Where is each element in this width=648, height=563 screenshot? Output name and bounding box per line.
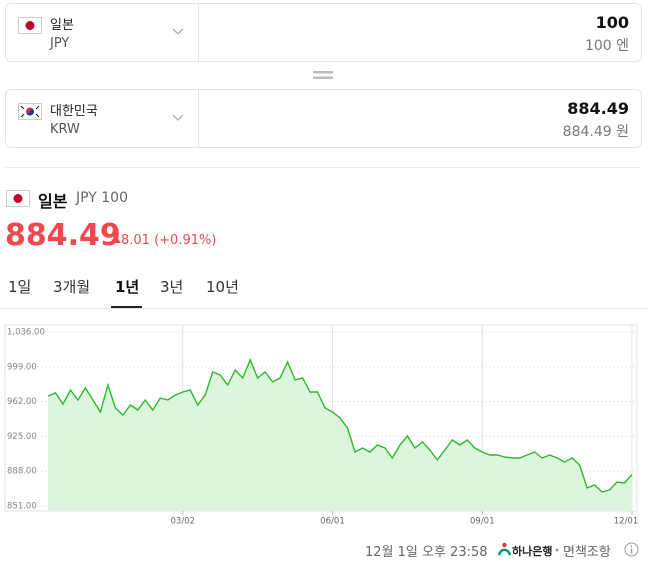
area [48, 360, 632, 511]
divider [5, 167, 640, 168]
jp-flag [6, 190, 30, 207]
equals-icon [313, 71, 333, 79]
up-arrow [113, 237, 121, 243]
x-tick-label: 12/01 [614, 517, 639, 527]
to-currency-box[interactable]: 대한민국 KRW 884.49 884.49 원 [5, 89, 642, 148]
kr-flag [18, 103, 42, 120]
info-icon[interactable] [624, 542, 639, 557]
line [47, 358, 633, 493]
from-amount[interactable]: 100 [595, 13, 629, 32]
y-tick-label: 925.00 [7, 432, 37, 442]
range-tab[interactable]: 3개월 [53, 278, 91, 296]
y-tick-label: 888.00 [7, 467, 37, 477]
y-tick-label: 962.00 [7, 397, 37, 407]
from-currency-box[interactable]: 일본 JPY 100 100 엔 [5, 3, 642, 62]
update-time: 12월 1일 오후 23:58 [365, 545, 488, 560]
range-tab[interactable]: 10년 [206, 278, 239, 296]
tab-underline [111, 306, 142, 308]
y-tick-label: 851.00 [7, 502, 37, 512]
tabs-line [0, 308, 648, 309]
summary-name: 일본 [38, 192, 68, 211]
bank-name: 하나은행 [512, 545, 553, 558]
x-tick-label: 06/01 [320, 517, 345, 527]
chevron[interactable] [172, 114, 184, 122]
x-tick-label: 03/02 [171, 517, 196, 527]
range-tab[interactable]: 1일 [8, 278, 32, 296]
to-code: KRW [50, 122, 80, 137]
y-tick-label: 1,036.00 [7, 328, 45, 338]
summary-unit: JPY 100 [76, 190, 128, 206]
separator-dot [555, 548, 559, 552]
change: 8.01 (+0.91%) [121, 233, 217, 248]
from-amount-text: 100 엔 [584, 38, 629, 54]
range-tab[interactable]: 1년 [115, 278, 140, 296]
range-tab[interactable]: 3년 [160, 278, 184, 296]
chevron[interactable] [172, 28, 184, 36]
from-code: JPY [50, 36, 70, 51]
to-name: 대한민국 [50, 104, 98, 119]
to-amount[interactable]: 884.49 [567, 99, 629, 118]
disclaimer[interactable]: 면책조항 [563, 545, 611, 560]
y-tick-label: 999.00 [7, 362, 37, 372]
jp-flag [18, 17, 42, 34]
x-tick-label: 09/01 [470, 517, 495, 527]
chart: 851.00 888.00 925.00 962.00 999.00 1,036.00 03… [4, 324, 639, 527]
to-amount-text: 884.49 원 [562, 124, 629, 140]
price: 884.49 [5, 218, 121, 253]
from-name: 일본 [50, 18, 74, 33]
bank-logo [498, 542, 511, 556]
